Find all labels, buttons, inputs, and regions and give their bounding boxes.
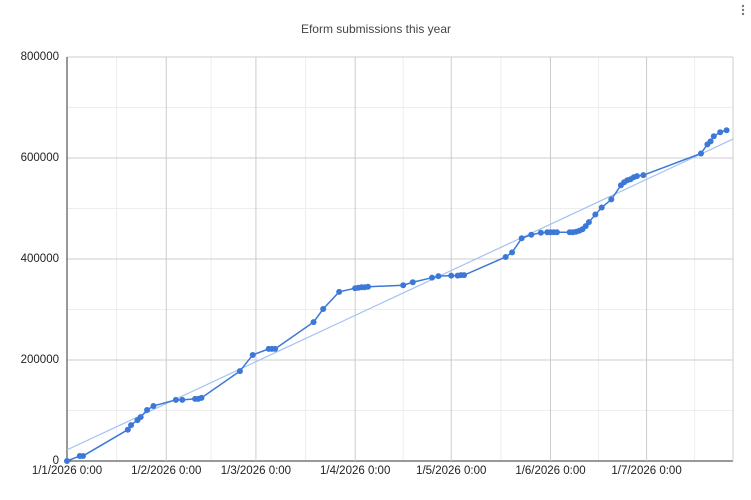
x-tick-label: 1/2/2026 0:00 [131, 465, 201, 477]
point [608, 196, 615, 203]
x-tick-label: 1/3/2026 0:00 [221, 465, 291, 477]
x-tick-label: 1/1/2026 0:00 [32, 465, 102, 477]
point [137, 414, 144, 421]
point [633, 173, 640, 180]
point [429, 274, 436, 281]
point [400, 282, 407, 289]
point [598, 204, 605, 211]
point [310, 319, 317, 326]
point [236, 368, 243, 375]
point [509, 249, 516, 256]
trendline [66, 138, 734, 451]
point [409, 279, 416, 286]
point [710, 133, 717, 140]
x-tick-label: 1/6/2026 0:00 [515, 465, 585, 477]
point [144, 406, 151, 413]
point [124, 426, 131, 433]
point [592, 211, 599, 218]
point [272, 345, 279, 352]
point [179, 396, 186, 403]
point [717, 129, 724, 136]
point [528, 231, 535, 238]
point [80, 452, 87, 459]
point [172, 396, 179, 403]
y-tick-label: 800000 [21, 51, 59, 63]
point [320, 305, 327, 312]
chart-title: Eform submissions this year [301, 22, 451, 36]
point [707, 138, 714, 145]
x-tick-label: 1/7/2026 0:00 [611, 465, 681, 477]
point [537, 229, 544, 236]
point [128, 422, 135, 429]
point [364, 283, 371, 290]
point [640, 172, 647, 179]
point [336, 288, 343, 295]
point [502, 253, 509, 260]
point [518, 235, 525, 242]
point [64, 458, 70, 464]
point [723, 127, 730, 134]
x-tick-label: 1/4/2026 0:00 [320, 465, 390, 477]
menu-icon[interactable] [741, 4, 745, 16]
point [697, 150, 704, 157]
point [249, 351, 256, 358]
point [198, 394, 205, 401]
point [461, 272, 468, 279]
point [448, 272, 455, 279]
point [585, 219, 592, 226]
point [553, 229, 560, 236]
x-tick-label: 1/5/2026 0:00 [416, 465, 486, 477]
y-tick-label: 600000 [21, 152, 59, 164]
y-tick-label: 200000 [21, 354, 59, 366]
point [150, 402, 157, 409]
point [435, 273, 442, 280]
point [582, 223, 589, 230]
y-tick-label: 0 [53, 455, 59, 467]
y-tick-label: 400000 [21, 253, 59, 265]
